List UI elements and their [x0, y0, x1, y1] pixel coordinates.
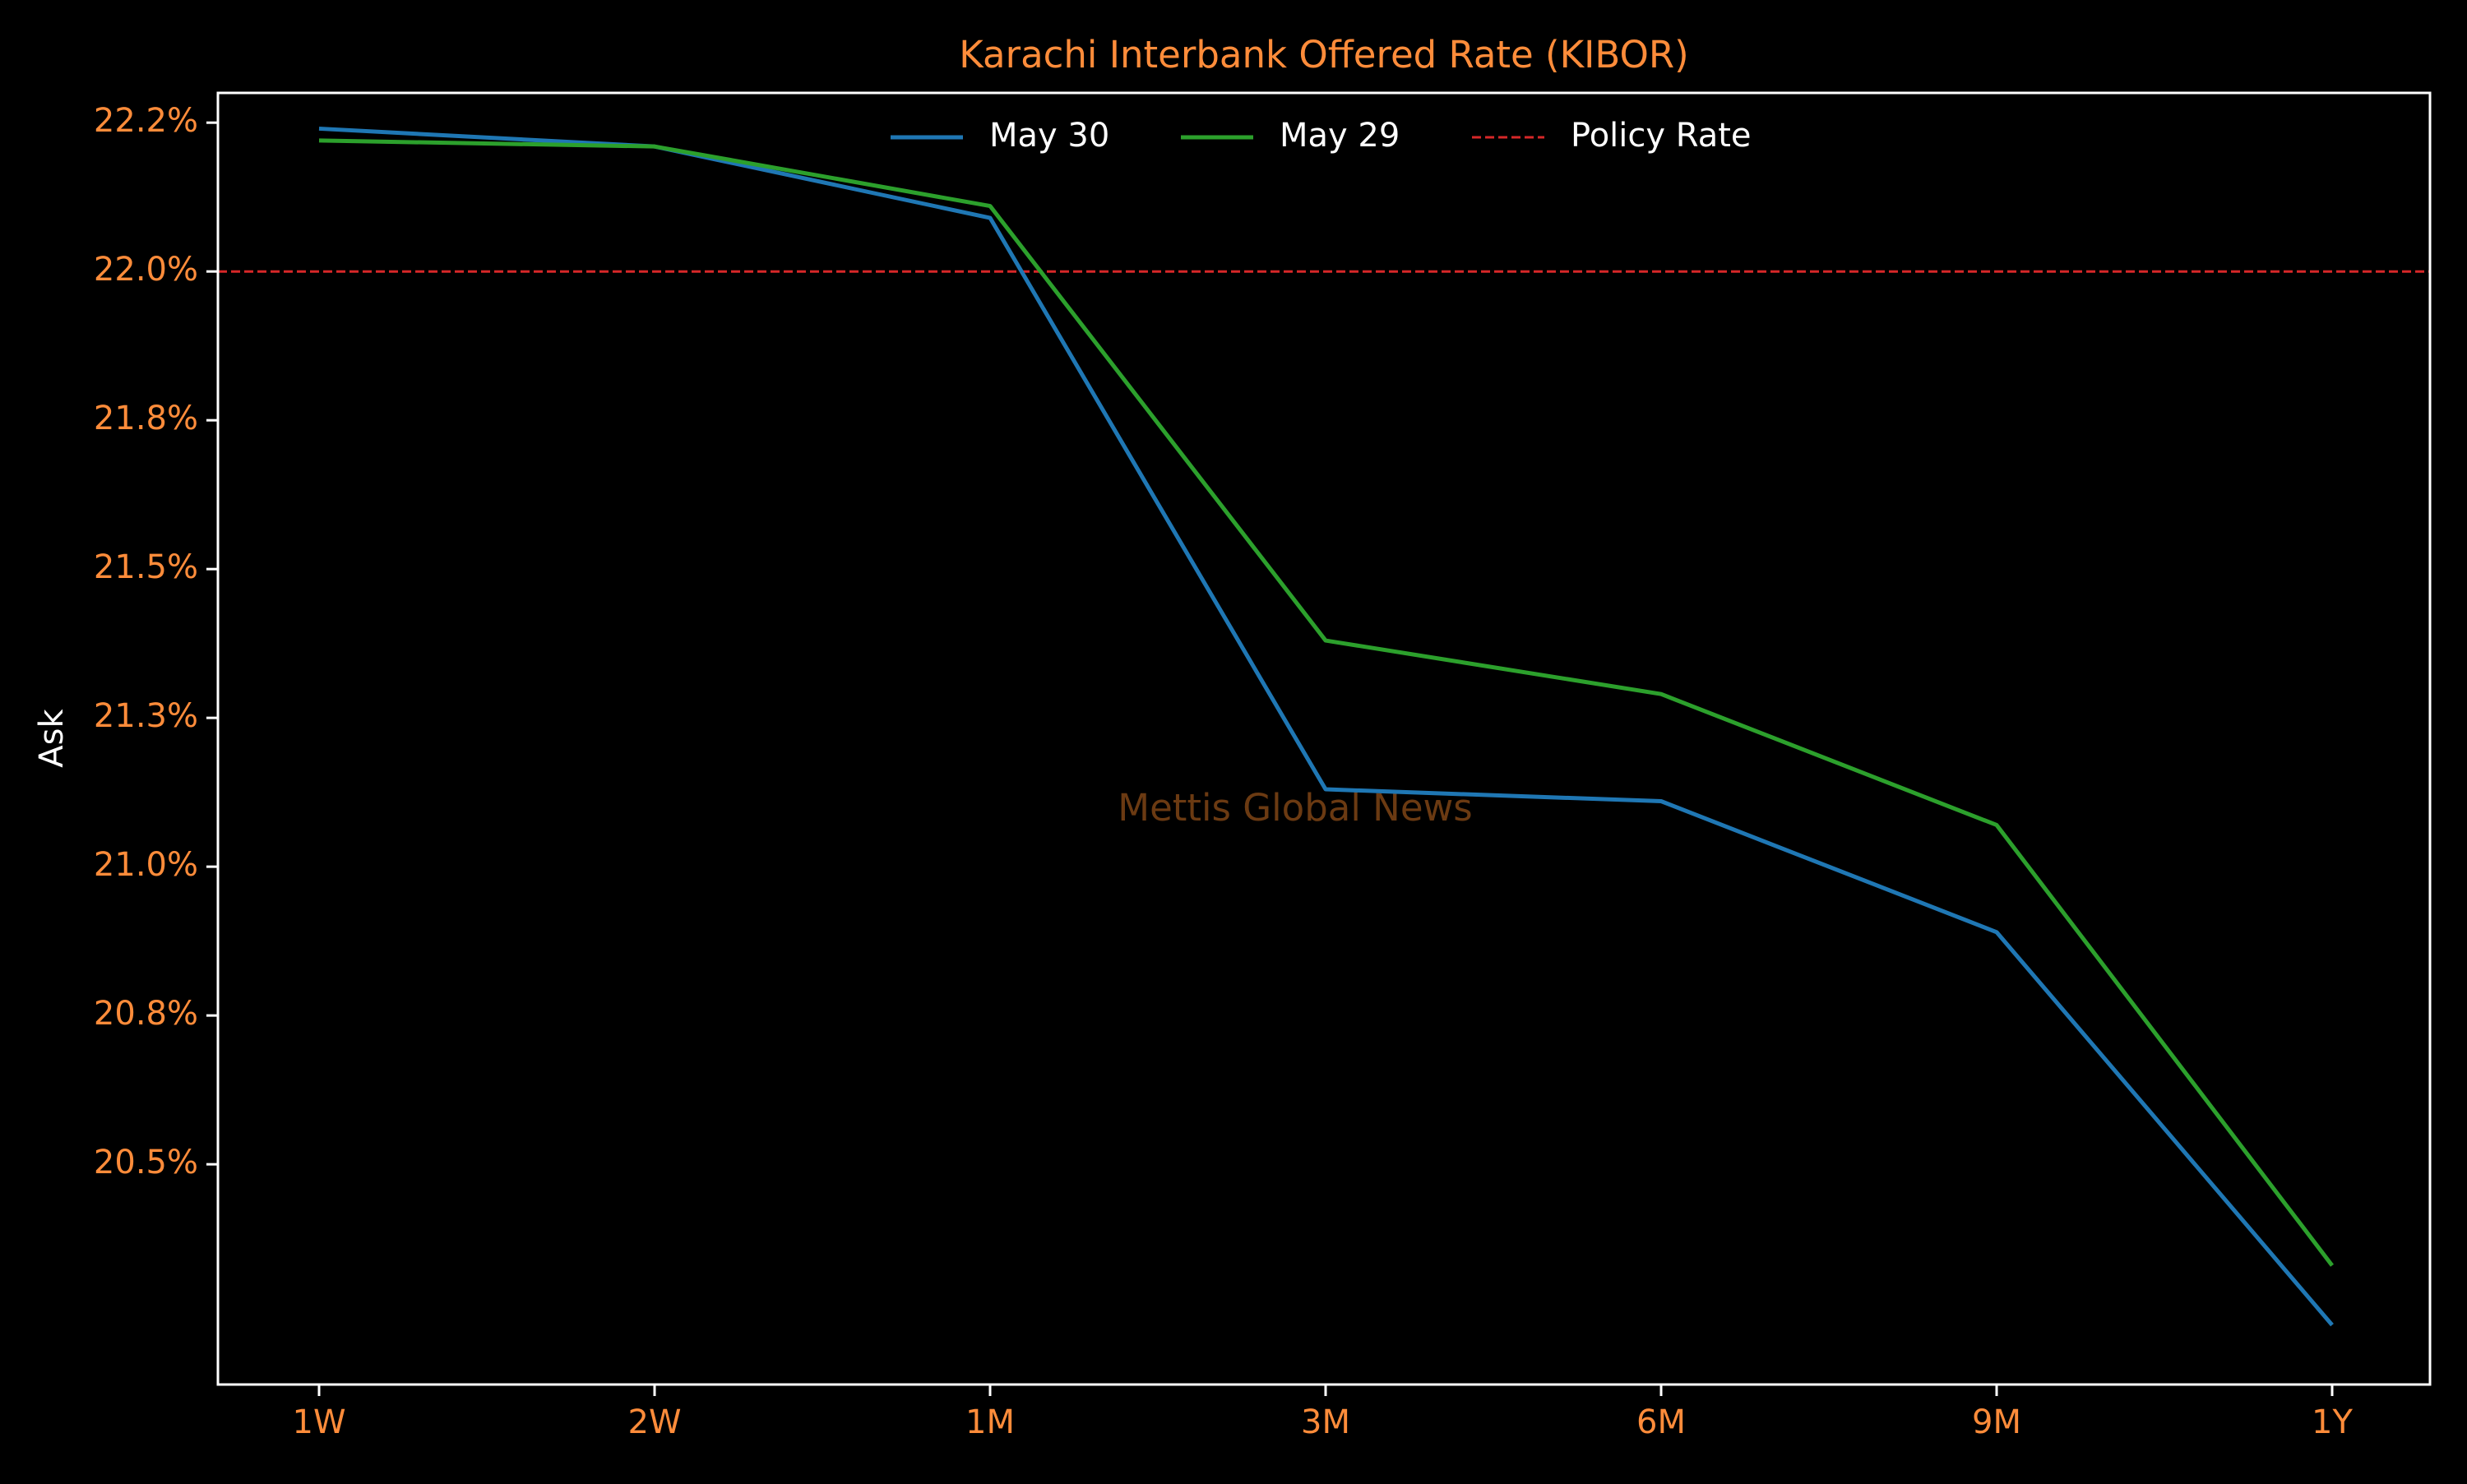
legend-label-may-29: May 29 — [1280, 117, 1400, 155]
y-tick-label: 20.8% — [94, 995, 198, 1033]
y-tick-label: 21.8% — [94, 400, 198, 437]
y-tick-label: 21.3% — [94, 697, 198, 735]
x-tick-label: 2W — [628, 1403, 682, 1441]
x-tick-label: 1W — [293, 1403, 346, 1441]
y-tick-label: 22.2% — [94, 102, 198, 140]
series-lines — [318, 126, 2334, 1327]
y-tick-label: 20.5% — [94, 1144, 198, 1181]
y-axis-label: Ask — [33, 708, 71, 767]
legend-label-policy-rate: Policy Rate — [1571, 117, 1752, 155]
x-tick-label: 1M — [965, 1403, 1015, 1441]
x-tick-label: 3M — [1301, 1403, 1350, 1441]
chart-title: Karachi Interbank Offered Rate (KIBOR) — [959, 33, 1688, 76]
y-tick-label: 21.0% — [94, 846, 198, 884]
x-tick-label: 6M — [1636, 1403, 1686, 1441]
y-tick-label: 22.0% — [94, 251, 198, 289]
x-axis-ticks: 1W 2W 1M 3M 6M 9M 1Y — [293, 1385, 2354, 1441]
y-axis-ticks: 20.5% 20.8% 21.0% 21.3% 21.5% 21.8% 22.0% 22.2% — [94, 102, 218, 1181]
legend: May 30 May 29 Policy Rate — [891, 117, 1752, 155]
x-tick-label: 9M — [1972, 1403, 2021, 1441]
legend-label-may-30: May 30 — [989, 117, 1109, 155]
plot-frame — [216, 91, 2432, 1386]
x-tick-label: 1Y — [2312, 1403, 2353, 1441]
series-line-may-29 — [318, 138, 2334, 1267]
y-tick-label: 21.5% — [94, 548, 198, 586]
